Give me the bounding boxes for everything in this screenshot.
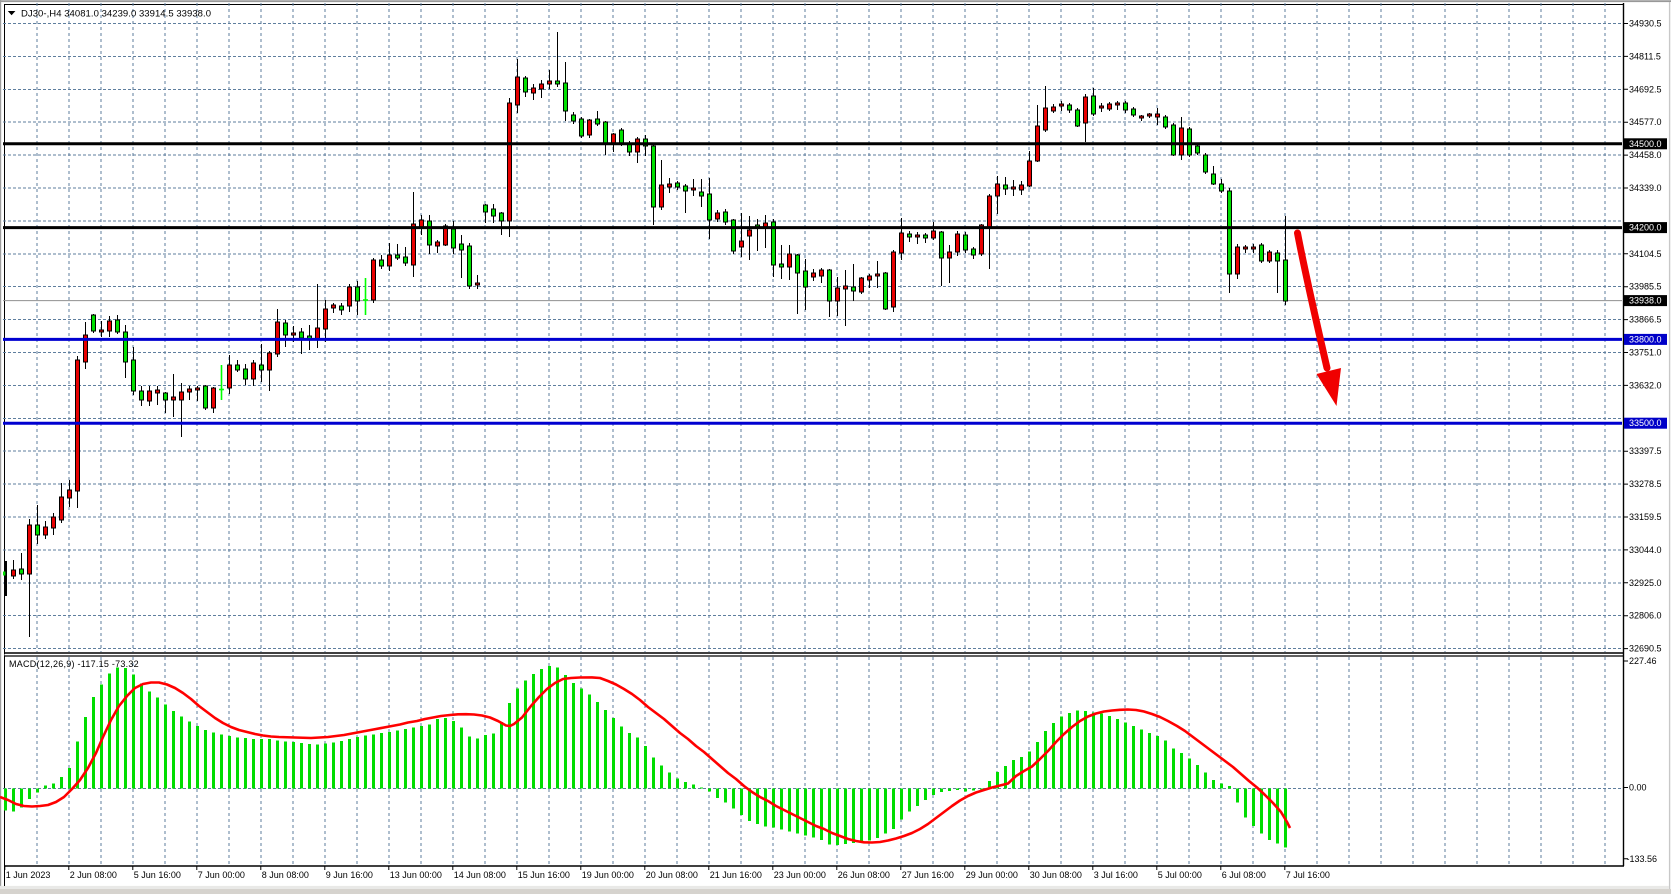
svg-text:7 Jun 00:00: 7 Jun 00:00 <box>198 870 245 880</box>
svg-text:15 Jun 16:00: 15 Jun 16:00 <box>518 870 570 880</box>
svg-text:33397.5: 33397.5 <box>1629 446 1662 456</box>
svg-text:34104.5: 34104.5 <box>1629 249 1662 259</box>
svg-text:21 Jun 16:00: 21 Jun 16:00 <box>710 870 762 880</box>
svg-text:32806.0: 32806.0 <box>1629 611 1662 621</box>
svg-text:34930.5: 34930.5 <box>1629 19 1662 29</box>
svg-text:32690.5: 32690.5 <box>1629 644 1662 654</box>
svg-text:32925.0: 32925.0 <box>1629 578 1662 588</box>
svg-text:227.46: 227.46 <box>1629 656 1657 666</box>
svg-text:1 Jun 2023: 1 Jun 2023 <box>6 870 51 880</box>
svg-text:34811.5: 34811.5 <box>1629 51 1661 61</box>
svg-text:33044.0: 33044.0 <box>1629 545 1662 555</box>
svg-text:33278.5: 33278.5 <box>1629 479 1662 489</box>
svg-text:27 Jun 16:00: 27 Jun 16:00 <box>902 870 954 880</box>
svg-text:3 Jul 16:00: 3 Jul 16:00 <box>1094 870 1138 880</box>
svg-text:33866.5: 33866.5 <box>1629 315 1662 325</box>
svg-text:34200.0: 34200.0 <box>1629 223 1662 233</box>
svg-text:20 Jun 08:00: 20 Jun 08:00 <box>646 870 698 880</box>
svg-text:33938.0: 33938.0 <box>1629 296 1662 306</box>
svg-text:34339.0: 34339.0 <box>1629 183 1662 193</box>
svg-text:23 Jun 00:00: 23 Jun 00:00 <box>774 870 826 880</box>
svg-text:-133.56: -133.56 <box>1627 854 1658 864</box>
svg-text:0.00: 0.00 <box>1629 783 1647 793</box>
svg-text:9 Jun 16:00: 9 Jun 16:00 <box>326 870 373 880</box>
svg-text:33800.0: 33800.0 <box>1629 334 1662 344</box>
svg-text:MACD(12,26,9) -117.15 -73.32: MACD(12,26,9) -117.15 -73.32 <box>9 659 139 669</box>
svg-text:33500.0: 33500.0 <box>1629 418 1662 428</box>
svg-text:26 Jun 08:00: 26 Jun 08:00 <box>838 870 890 880</box>
svg-text:34577.0: 34577.0 <box>1629 117 1662 127</box>
svg-text:30 Jun 08:00: 30 Jun 08:00 <box>1030 870 1082 880</box>
svg-text:8 Jun 08:00: 8 Jun 08:00 <box>262 870 309 880</box>
svg-text:33985.5: 33985.5 <box>1629 282 1662 292</box>
svg-text:DJ30-,H4 34081.0 34239.0 3391: DJ30-,H4 34081.0 34239.0 33914.5 33938.0 <box>21 9 211 20</box>
svg-text:33159.5: 33159.5 <box>1629 512 1662 522</box>
svg-text:19 Jun 00:00: 19 Jun 00:00 <box>582 870 634 880</box>
svg-text:5 Jun 16:00: 5 Jun 16:00 <box>134 870 181 880</box>
svg-text:34692.5: 34692.5 <box>1629 84 1662 94</box>
svg-text:5 Jul 00:00: 5 Jul 00:00 <box>1158 870 1202 880</box>
svg-text:33751.0: 33751.0 <box>1629 348 1662 358</box>
svg-text:6 Jul 08:00: 6 Jul 08:00 <box>1222 870 1266 880</box>
svg-text:29 Jun 00:00: 29 Jun 00:00 <box>966 870 1018 880</box>
svg-text:7 Jul 16:00: 7 Jul 16:00 <box>1286 870 1330 880</box>
svg-text:33632.0: 33632.0 <box>1629 380 1662 390</box>
svg-text:34458.0: 34458.0 <box>1629 150 1662 160</box>
svg-text:14 Jun 08:00: 14 Jun 08:00 <box>454 870 506 880</box>
svg-text:2 Jun 08:00: 2 Jun 08:00 <box>70 870 117 880</box>
svg-text:34500.0: 34500.0 <box>1629 139 1662 149</box>
svg-text:13 Jun 00:00: 13 Jun 00:00 <box>390 870 442 880</box>
